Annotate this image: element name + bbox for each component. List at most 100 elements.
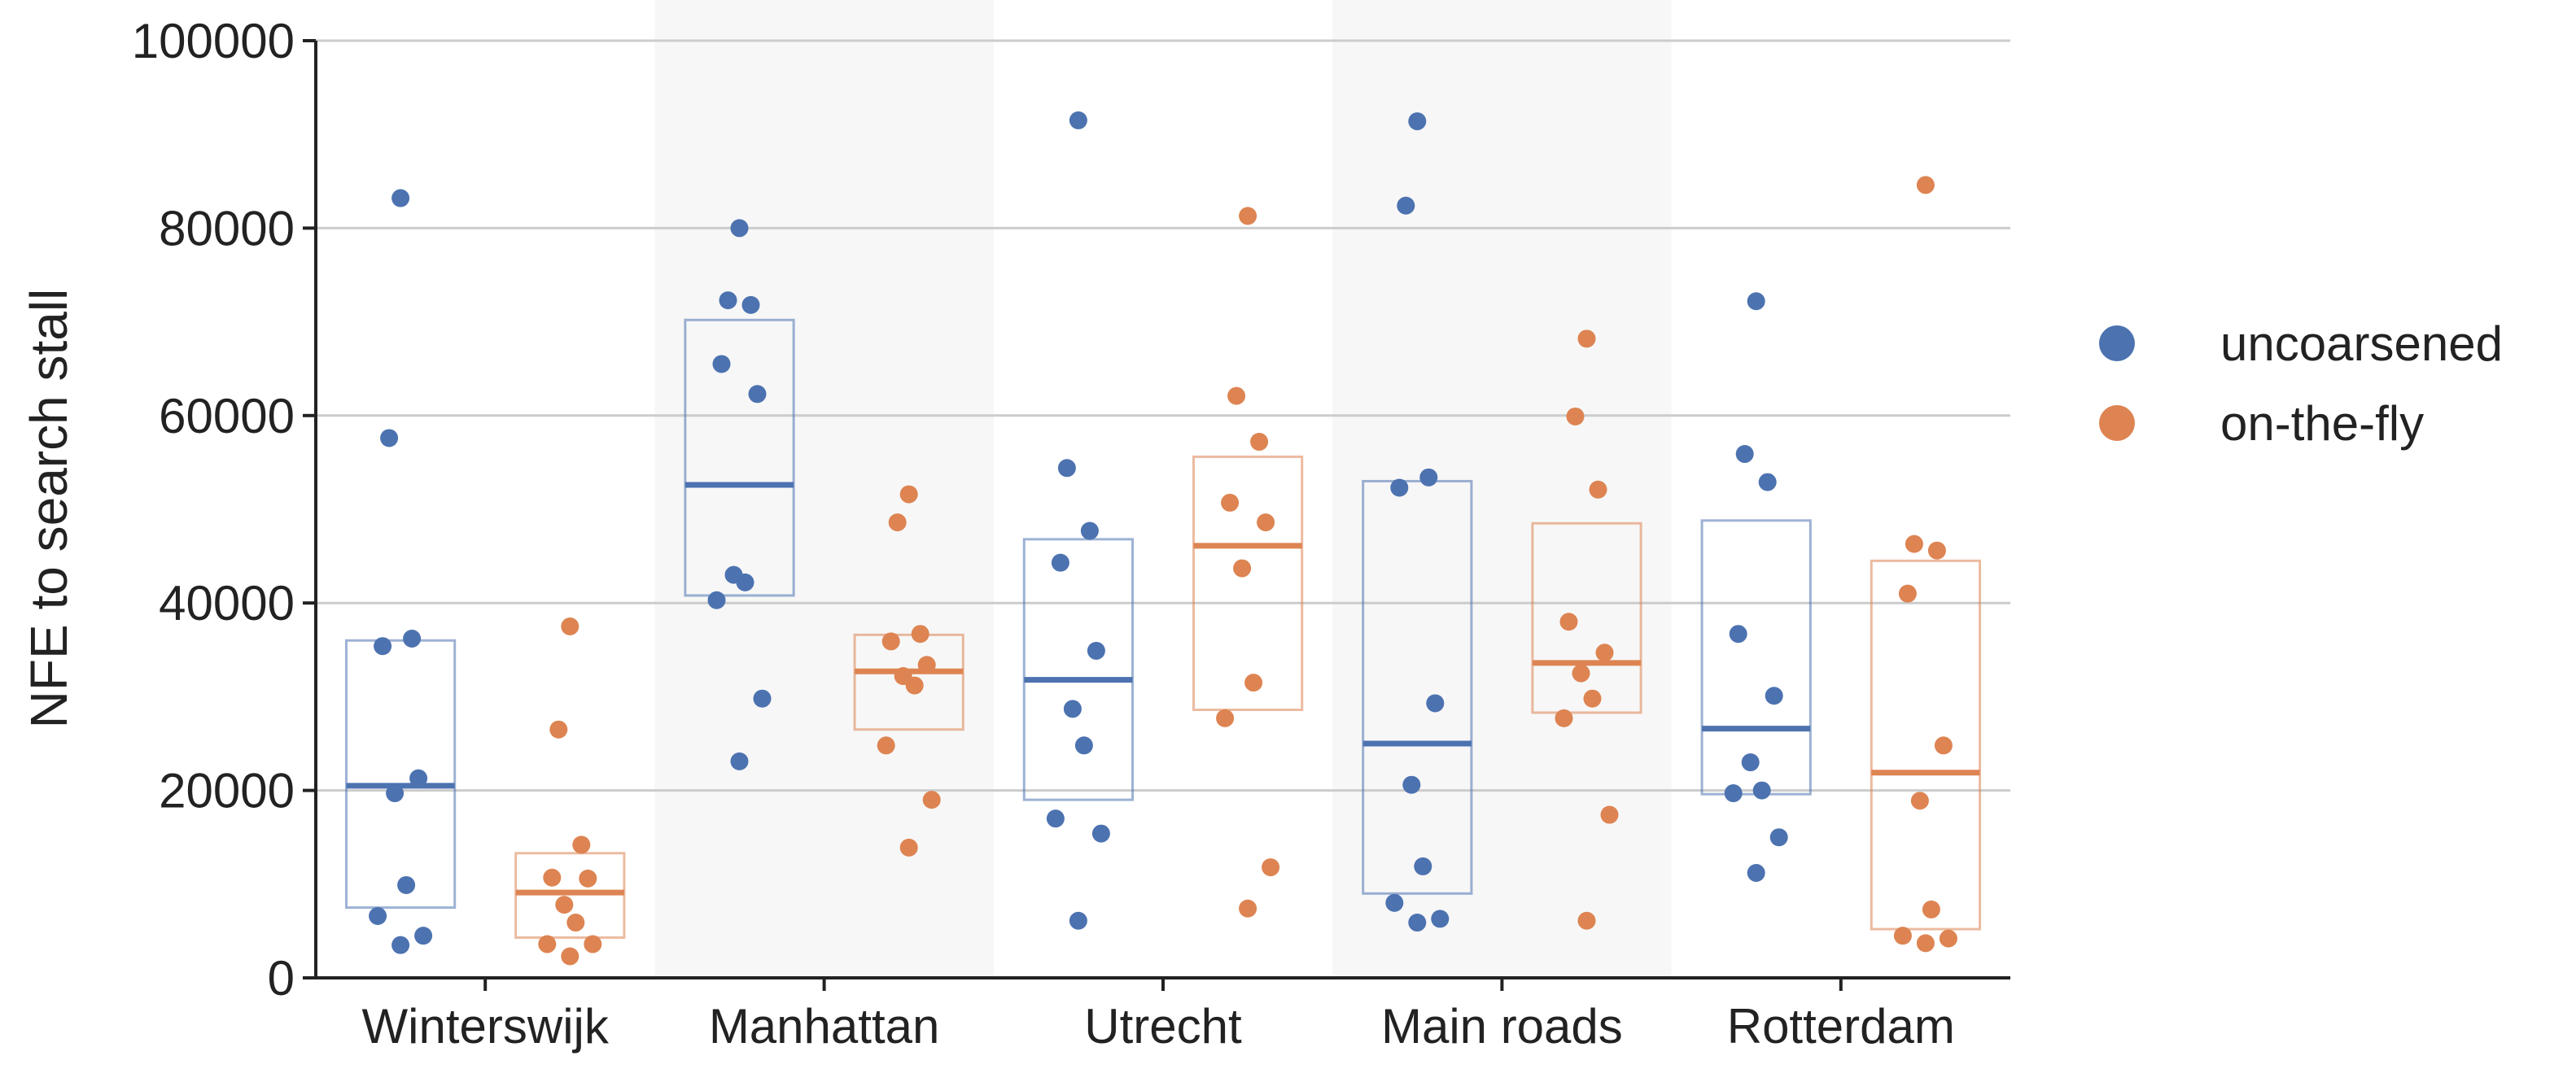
box bbox=[1531, 521, 1642, 714]
data-point bbox=[730, 219, 749, 238]
box bbox=[1700, 519, 1812, 796]
data-point bbox=[1752, 781, 1771, 800]
data-point bbox=[561, 947, 579, 966]
y-ticks: 0 20000 40000 60000 80000 100000 bbox=[132, 14, 316, 1006]
y-tick-label: 60000 bbox=[159, 389, 295, 443]
data-point bbox=[1074, 736, 1093, 755]
data-point bbox=[719, 291, 737, 310]
data-point bbox=[414, 927, 433, 945]
data-point bbox=[1239, 207, 1257, 225]
data-point bbox=[899, 485, 918, 504]
data-point bbox=[1091, 824, 1110, 843]
data-point bbox=[1595, 644, 1614, 662]
data-point bbox=[584, 935, 602, 953]
data-point bbox=[397, 875, 416, 894]
data-point bbox=[730, 752, 749, 770]
data-point bbox=[555, 896, 574, 914]
data-point bbox=[1939, 929, 1957, 948]
data-point bbox=[1227, 386, 1246, 405]
category-band bbox=[654, 0, 994, 978]
data-point bbox=[1069, 111, 1087, 129]
data-point bbox=[1916, 176, 1935, 194]
x-ticks: Winterswijk Manhattan Utrecht Main roads Rot… bbox=[362, 978, 1955, 1054]
data-point bbox=[1893, 927, 1912, 945]
data-point bbox=[1402, 775, 1421, 794]
box bbox=[1870, 559, 1982, 931]
data-point bbox=[538, 935, 557, 953]
legend-label: on-the-fly bbox=[2220, 396, 2424, 451]
axes: 0 20000 40000 60000 80000 100000 Winterswijk M… bbox=[20, 14, 2010, 1054]
data-point bbox=[1250, 433, 1269, 452]
data-point bbox=[1747, 292, 1765, 311]
data-point bbox=[707, 591, 726, 609]
data-point bbox=[1600, 805, 1619, 824]
data-point bbox=[1905, 534, 1923, 553]
data-point bbox=[579, 869, 597, 888]
data-point bbox=[1747, 863, 1765, 882]
data-point bbox=[1758, 473, 1777, 491]
data-point bbox=[1262, 858, 1280, 877]
data-point bbox=[1566, 407, 1585, 425]
data-point bbox=[741, 295, 760, 314]
data-point bbox=[566, 914, 585, 932]
data-point bbox=[1910, 792, 1929, 810]
legend: uncoarsened on-the-fly bbox=[2099, 316, 2503, 451]
data-point bbox=[1046, 809, 1065, 828]
data-point bbox=[572, 835, 591, 854]
data-point bbox=[1769, 828, 1788, 847]
legend-label: uncoarsened bbox=[2220, 316, 2503, 371]
data-point bbox=[1922, 900, 1940, 918]
data-point bbox=[386, 784, 405, 803]
y-tick-label: 40000 bbox=[159, 576, 295, 630]
data-point bbox=[543, 868, 562, 887]
data-point bbox=[877, 736, 895, 755]
x-tick-label: Rotterdam bbox=[1727, 999, 1955, 1054]
data-point bbox=[1426, 694, 1445, 713]
y-tick-label: 80000 bbox=[159, 201, 295, 255]
data-point bbox=[1577, 329, 1596, 348]
data-point bbox=[1390, 478, 1409, 497]
data-point bbox=[1559, 613, 1578, 631]
data-point bbox=[881, 632, 900, 651]
data-point bbox=[1741, 753, 1760, 772]
data-point bbox=[409, 769, 428, 788]
data-point bbox=[380, 429, 399, 447]
x-tick-label: Utrecht bbox=[1084, 999, 1242, 1054]
data-point bbox=[1589, 480, 1607, 499]
data-point bbox=[922, 791, 941, 809]
data-point bbox=[1087, 641, 1105, 660]
data-point bbox=[1080, 521, 1099, 540]
data-point bbox=[369, 906, 387, 925]
data-point bbox=[1934, 736, 1953, 755]
data-point bbox=[1063, 700, 1082, 718]
grid-lines bbox=[316, 39, 2010, 979]
data-point bbox=[1414, 857, 1432, 875]
legend-marker bbox=[2099, 405, 2135, 441]
data-point bbox=[1765, 687, 1783, 705]
data-point bbox=[1239, 899, 1257, 918]
y-tick-label: 0 bbox=[268, 951, 295, 1006]
data-point bbox=[888, 513, 907, 532]
category-band bbox=[1332, 0, 1672, 978]
data-point bbox=[917, 656, 936, 674]
box bbox=[344, 639, 457, 910]
y-tick-label: 20000 bbox=[159, 764, 295, 818]
y-tick-label: 100000 bbox=[132, 14, 295, 68]
data-point bbox=[403, 629, 422, 648]
data-point bbox=[1431, 910, 1450, 928]
data-point bbox=[748, 385, 767, 404]
data-point bbox=[561, 617, 579, 635]
data-point bbox=[1724, 784, 1743, 803]
data-point bbox=[1216, 709, 1235, 727]
box bbox=[1362, 479, 1473, 895]
data-point bbox=[1927, 541, 1946, 560]
data-point bbox=[1916, 934, 1935, 953]
box bbox=[684, 318, 795, 597]
data-point bbox=[736, 573, 754, 591]
data-point bbox=[1069, 911, 1087, 930]
box bbox=[1022, 538, 1135, 801]
point-layer bbox=[369, 111, 1957, 966]
data-point bbox=[712, 355, 731, 373]
data-point bbox=[1735, 445, 1754, 464]
